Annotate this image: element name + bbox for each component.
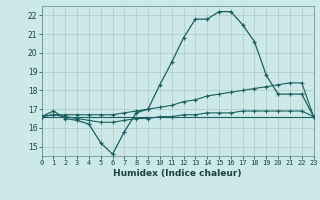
X-axis label: Humidex (Indice chaleur): Humidex (Indice chaleur) bbox=[113, 169, 242, 178]
